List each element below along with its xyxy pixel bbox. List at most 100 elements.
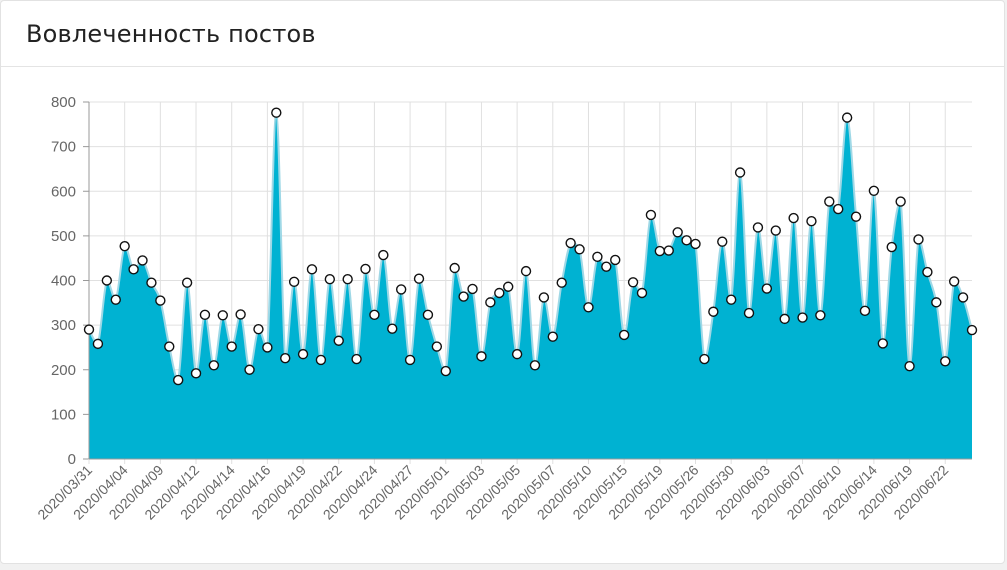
data-point: [511, 348, 523, 360]
data-point: [806, 215, 817, 227]
data-point: [618, 329, 630, 341]
data-point: [859, 305, 871, 317]
data-point: [797, 312, 808, 323]
y-tick-label: 500: [51, 228, 76, 245]
data-point: [172, 374, 184, 386]
data-point: [627, 277, 639, 288]
data-point: [333, 335, 344, 346]
card-title: Вовлеченность постов: [26, 19, 316, 48]
data-point: [520, 265, 532, 277]
data-point: [208, 360, 220, 371]
data-point: [342, 273, 353, 285]
data-point: [699, 353, 710, 365]
data-point: [128, 264, 139, 275]
data-point: [779, 313, 790, 325]
data-point: [378, 249, 389, 261]
data-point: [413, 273, 425, 284]
data-point: [743, 307, 755, 319]
series-area: [89, 112, 972, 460]
data-point: [850, 211, 862, 222]
data-point: [199, 309, 211, 321]
data-point: [610, 254, 621, 266]
data-point: [271, 107, 282, 118]
data-point: [868, 185, 880, 197]
data-point: [663, 245, 674, 256]
card-header: Вовлеченность постов: [1, 1, 1004, 67]
data-point: [155, 295, 166, 306]
data-point: [324, 273, 336, 285]
data-point: [717, 236, 728, 247]
data-point: [601, 261, 612, 272]
data-point: [654, 245, 666, 257]
data-point: [931, 297, 942, 308]
data-point: [449, 262, 460, 274]
data-point: [788, 212, 799, 224]
data-point: [306, 264, 318, 275]
data-point: [833, 203, 844, 215]
engagement-chart: 01002003004005006007008002020/03/312020/…: [34, 94, 978, 523]
data-point: [815, 310, 826, 321]
data-point: [226, 341, 237, 352]
data-point: [83, 324, 95, 335]
data-point: [877, 338, 889, 349]
data-point: [137, 255, 148, 266]
y-tick-label: 800: [51, 94, 76, 111]
data-point: [913, 234, 924, 245]
data-point: [476, 351, 487, 362]
data-point: [181, 277, 193, 288]
data-point: [431, 341, 443, 352]
data-point: [672, 227, 683, 238]
data-point: [244, 364, 255, 375]
data-point: [636, 287, 648, 299]
y-tick-label: 0: [68, 451, 76, 468]
y-tick-label: 200: [51, 362, 76, 379]
data-point: [841, 112, 853, 123]
data-point: [315, 354, 327, 366]
data-point: [235, 309, 246, 320]
data-point: [440, 365, 451, 377]
data-point: [886, 241, 897, 253]
data-point: [92, 338, 104, 350]
data-point: [351, 353, 362, 365]
data-point: [895, 196, 906, 207]
data-point: [458, 291, 469, 302]
data-point: [565, 237, 576, 249]
y-tick-label: 700: [51, 139, 76, 156]
data-point: [752, 222, 764, 233]
data-point: [164, 341, 175, 352]
y-tick-label: 100: [51, 406, 76, 423]
data-point: [948, 276, 960, 287]
data-point: [217, 310, 228, 321]
data-point: [262, 342, 273, 353]
data-point: [101, 275, 113, 286]
data-point: [904, 360, 915, 372]
data-point: [190, 368, 202, 379]
data-point: [734, 167, 746, 178]
data-point: [761, 283, 773, 294]
data-point: [288, 276, 300, 288]
data-point: [824, 196, 835, 207]
data-point: [770, 225, 781, 236]
data-point: [529, 360, 541, 371]
data-point: [110, 294, 121, 305]
data-point: [681, 235, 692, 246]
data-point: [369, 309, 380, 321]
data-point: [957, 292, 969, 303]
data-point: [966, 324, 978, 336]
data-point: [574, 244, 585, 255]
y-tick-label: 600: [51, 183, 76, 200]
data-point: [467, 283, 478, 295]
data-point: [645, 209, 657, 221]
data-point: [547, 331, 558, 342]
y-tick-label: 400: [51, 273, 76, 290]
data-point: [119, 240, 130, 252]
data-point: [725, 294, 737, 305]
data-point: [592, 251, 603, 263]
data-point: [583, 302, 594, 313]
data-point: [404, 354, 416, 366]
data-point: [940, 356, 951, 367]
data-point: [297, 348, 309, 360]
data-point: [690, 238, 701, 250]
data-point: [494, 287, 505, 299]
data-point: [708, 306, 719, 317]
